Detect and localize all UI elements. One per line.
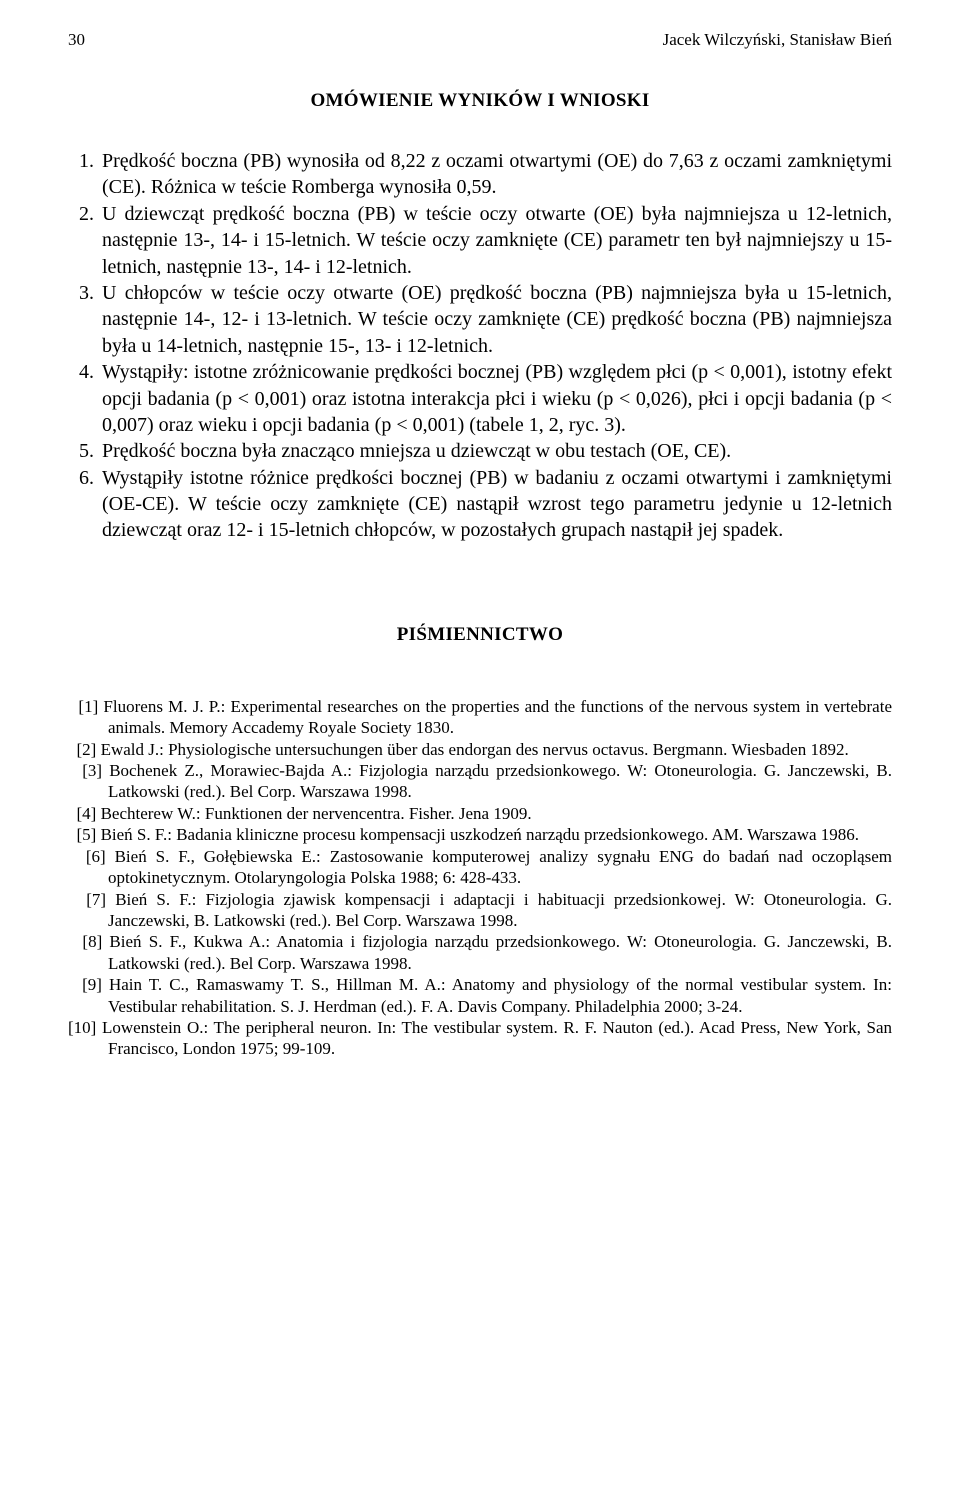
page-header: 30 Jacek Wilczyński, Stanisław Bień <box>68 30 892 50</box>
results-item-number: 4. <box>68 359 102 438</box>
results-item-number: 5. <box>68 438 102 464</box>
results-list: 1.Prędkość boczna (PB) wynosiła od 8,22 … <box>68 148 892 544</box>
bibliography-item: [7] Bień S. F.: Fizjologia zjawisk kompe… <box>68 889 892 932</box>
results-item: 2.U dziewcząt prędkość boczna (PB) w teś… <box>68 201 892 280</box>
page-number: 30 <box>68 30 85 50</box>
results-item-text: U chłopców w teście oczy otwarte (OE) pr… <box>102 280 892 359</box>
results-heading: OMÓWIENIE WYNIKÓW I WNIOSKI <box>68 90 892 112</box>
page: 30 Jacek Wilczyński, Stanisław Bień OMÓW… <box>0 0 960 1100</box>
results-item-text: Wystąpiły istotne różnice prędkości bocz… <box>102 465 892 544</box>
bibliography-item: [2] Ewald J.: Physiologische untersuchun… <box>68 739 892 760</box>
results-item-number: 1. <box>68 148 102 201</box>
results-item-text: Prędkość boczna (PB) wynosiła od 8,22 z … <box>102 148 892 201</box>
bibliography-item: [4] Bechterew W.: Funktionen der nervenc… <box>68 803 892 824</box>
bibliography-heading: PIŚMIENNICTWO <box>68 624 892 646</box>
results-item: 5.Prędkość boczna była znacząco mniejsza… <box>68 438 892 464</box>
bibliography-item: [1] Fluorens M. J. P.: Experimental rese… <box>68 696 892 739</box>
bibliography-item: [6] Bień S. F., Gołębiewska E.: Zastosow… <box>68 846 892 889</box>
results-item: 1.Prędkość boczna (PB) wynosiła od 8,22 … <box>68 148 892 201</box>
bibliography-item: [5] Bień S. F.: Badania kliniczne proces… <box>68 824 892 845</box>
results-item-text: Prędkość boczna była znacząco mniejsza u… <box>102 438 892 464</box>
bibliography-item: [10] Lowenstein O.: The peripheral neuro… <box>68 1017 892 1060</box>
bibliography-item: [8] Bień S. F., Kukwa A.: Anatomia i fiz… <box>68 931 892 974</box>
bibliography-item: [3] Bochenek Z., Morawiec-Bajda A.: Fizj… <box>68 760 892 803</box>
bibliography-list: [1] Fluorens M. J. P.: Experimental rese… <box>68 696 892 1060</box>
results-item: 6.Wystąpiły istotne różnice prędkości bo… <box>68 465 892 544</box>
results-item: 3.U chłopców w teście oczy otwarte (OE) … <box>68 280 892 359</box>
results-item-text: U dziewcząt prędkość boczna (PB) w teści… <box>102 201 892 280</box>
results-item-number: 6. <box>68 465 102 544</box>
results-item-number: 3. <box>68 280 102 359</box>
author-names: Jacek Wilczyński, Stanisław Bień <box>663 30 892 50</box>
results-item: 4.Wystąpiły: istotne zróżnicowanie prędk… <box>68 359 892 438</box>
results-item-number: 2. <box>68 201 102 280</box>
results-item-text: Wystąpiły: istotne zróżnicowanie prędkoś… <box>102 359 892 438</box>
bibliography-item: [9] Hain T. C., Ramaswamy T. S., Hillman… <box>68 974 892 1017</box>
